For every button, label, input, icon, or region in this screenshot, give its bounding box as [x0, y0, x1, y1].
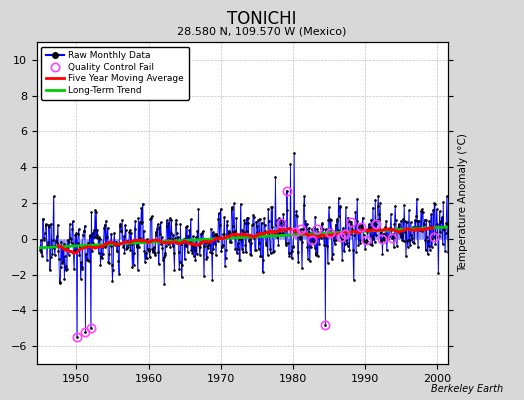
Legend: Raw Monthly Data, Quality Control Fail, Five Year Moving Average, Long-Term Tren: Raw Monthly Data, Quality Control Fail, … [41, 46, 189, 100]
Text: TONICHI: TONICHI [227, 10, 297, 28]
Text: 28.580 N, 109.570 W (Mexico): 28.580 N, 109.570 W (Mexico) [177, 26, 347, 36]
Text: Berkeley Earth: Berkeley Earth [431, 384, 503, 394]
Y-axis label: Temperature Anomaly (°C): Temperature Anomaly (°C) [458, 134, 468, 272]
